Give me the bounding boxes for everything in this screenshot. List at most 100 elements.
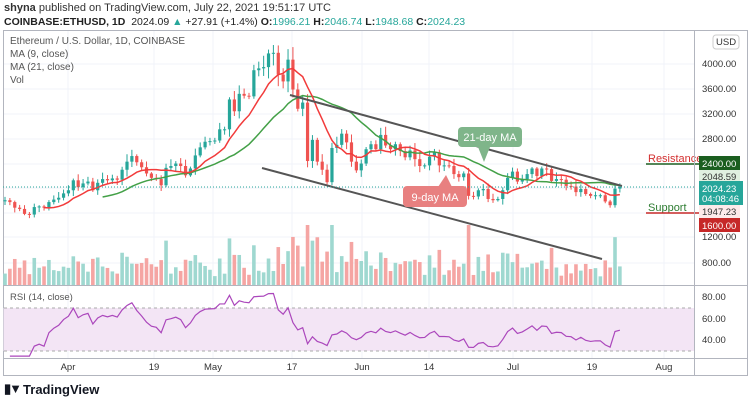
volume-bar	[110, 271, 115, 285]
volume-bar	[530, 263, 534, 285]
volume-bar	[354, 258, 359, 285]
volume-bar	[237, 254, 242, 285]
candle-body	[91, 181, 95, 191]
candle-body	[491, 198, 495, 201]
resistance-label: Resistance	[648, 153, 702, 165]
candle-body	[174, 163, 178, 167]
volume-bar	[496, 271, 500, 285]
volume-bar	[588, 269, 593, 285]
channel-lower-line[interactable]	[261, 167, 603, 260]
candle-body	[57, 197, 61, 200]
price-tick: 2800.00	[702, 134, 736, 145]
candle-body	[442, 165, 446, 167]
candle-body	[257, 68, 261, 71]
time-tick: 19	[149, 362, 160, 373]
volume-bar	[22, 260, 27, 285]
symbol-info: COINBASE:ETHUSD, 1D 2024.09 ▲ +27.91 (+1…	[4, 16, 465, 28]
volume-bar	[217, 258, 222, 285]
volume-bar	[403, 261, 407, 285]
candle-body	[613, 188, 617, 206]
candle-body	[393, 144, 397, 150]
volume-bar	[32, 257, 37, 285]
rsi-axis[interactable]: 80.00 60.00 40.00	[702, 292, 726, 346]
candle-body	[408, 150, 412, 158]
candle-body	[271, 52, 275, 54]
price-chart[interactable]: 21-day MA 9-day MA Resistance Support 40…	[0, 0, 750, 380]
volume-bar	[378, 252, 383, 285]
volume-bar	[188, 260, 193, 285]
volume-bar	[598, 276, 603, 285]
volume-bar	[193, 255, 198, 285]
volume-bar	[608, 267, 612, 285]
volume-bar	[593, 268, 598, 285]
candle-body	[149, 173, 153, 178]
volume-bar	[418, 262, 422, 285]
volume-bar	[461, 263, 466, 285]
price-tick: 4000.00	[702, 59, 736, 70]
volume-bar	[544, 268, 549, 285]
candle-body	[76, 180, 80, 188]
volume-bar	[266, 258, 271, 285]
candle-body	[179, 163, 183, 167]
volume-bar	[222, 273, 227, 285]
volume-bar	[442, 274, 446, 285]
candle-body	[120, 169, 124, 180]
publisher-name[interactable]: shyna	[4, 2, 36, 14]
candle-body	[476, 190, 480, 197]
volume-bar	[330, 225, 334, 285]
candle-body	[467, 173, 471, 196]
candle-body	[101, 179, 105, 183]
tradingview-logo[interactable]: ▮▼ TradingView	[4, 381, 99, 397]
time-axis[interactable]: Apr 19 May 17 Jun 14 Jul 19 Aug	[61, 362, 673, 373]
volume-bar	[144, 258, 149, 285]
volume-bar	[276, 247, 281, 285]
volume-bar	[52, 270, 56, 285]
candle-body	[310, 139, 315, 162]
published-text: published on TradingView.com, July 22, 2…	[38, 2, 331, 14]
candle-body	[325, 169, 329, 183]
volume-bar	[320, 261, 324, 285]
candle-body	[506, 177, 510, 191]
candle-body	[510, 171, 515, 178]
volume-bar	[71, 256, 76, 285]
candle-body	[462, 173, 466, 178]
candle-body	[530, 168, 534, 175]
candle-body	[81, 183, 85, 188]
candle-body	[262, 67, 266, 69]
ma9-callout[interactable]: 9-day MA	[403, 175, 467, 207]
legend-vol[interactable]: Vol	[10, 75, 24, 86]
candles	[3, 45, 622, 219]
price-axis[interactable]: 4000.00 3600.00 3200.00 2800.00 1200.00 …	[702, 59, 736, 269]
support-price: 1600.00	[702, 221, 736, 232]
volume-bar	[37, 267, 41, 285]
candle-body	[598, 195, 602, 197]
candle-body	[247, 95, 251, 97]
volume-bar	[208, 269, 212, 285]
volume-bar	[457, 266, 461, 285]
volume-bar	[540, 260, 544, 285]
volume-bar	[203, 265, 207, 285]
volume-bar	[393, 262, 398, 285]
candle-body	[418, 159, 422, 167]
candle-body	[496, 198, 500, 201]
candle-body	[349, 142, 354, 162]
legend-title[interactable]: Ethereum / U.S. Dollar, 1D, COINBASE	[10, 36, 186, 47]
brand-name: TradingView	[23, 381, 100, 397]
legend-ma21[interactable]: MA (21, close)	[10, 62, 74, 73]
volume-bar	[491, 272, 495, 285]
currency-badge[interactable]: USD	[712, 34, 740, 50]
candle-body	[413, 150, 417, 160]
candle-body	[589, 193, 593, 196]
legend-ma9[interactable]: MA (9, close)	[10, 49, 69, 60]
volume-bar	[574, 264, 578, 285]
volume-bar	[481, 270, 486, 285]
ma21-callout[interactable]: 21-day MA	[458, 127, 522, 162]
volume-bar	[91, 258, 95, 285]
volume-bar	[242, 267, 246, 285]
time-tick: May	[204, 362, 222, 373]
volume-bar	[413, 259, 417, 285]
channel-upper-line[interactable]	[289, 94, 623, 187]
publish-info: shyna published on TradingView.com, July…	[4, 2, 331, 14]
rsi-legend[interactable]: RSI (14, close)	[10, 292, 73, 303]
candle-body	[593, 195, 598, 197]
